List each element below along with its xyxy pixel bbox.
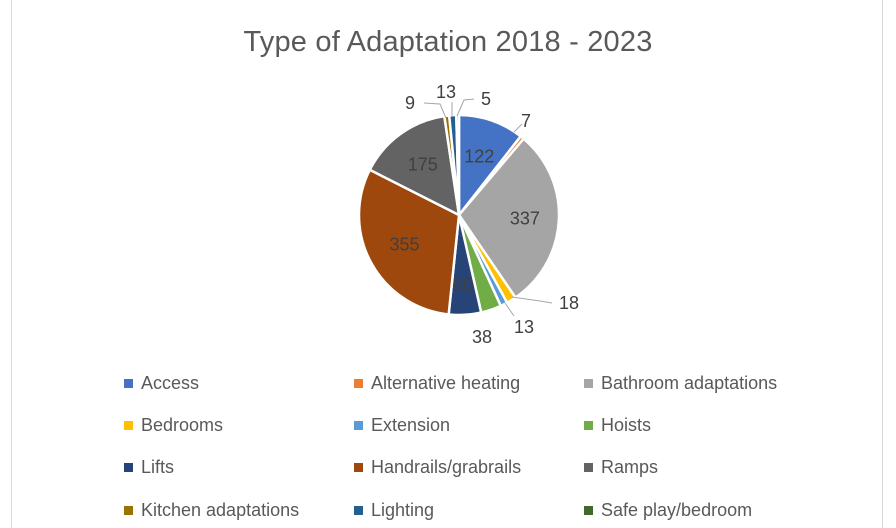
legend-item-ramps: Ramps (584, 455, 658, 479)
data-label-lighting: 13 (436, 82, 456, 102)
data-label-hoists: 38 (472, 327, 492, 347)
legend-swatch (354, 378, 363, 388)
data-label-access: 122 (464, 146, 494, 166)
leader-line-safe-play-bedroom (456, 98, 475, 117)
legend-swatch (354, 505, 363, 515)
chart-title: Type of Adaptation 2018 - 2023 (243, 26, 653, 58)
legend-item-handrails-grabrails: Handrails/grabrails (354, 455, 521, 479)
legend-item-bathroom-adaptations: Bathroom adaptations (584, 371, 777, 395)
legend-item-lifts: Lifts (124, 455, 174, 479)
pie-slice-bathroom-adaptations (457, 137, 561, 299)
legend-label: Lifts (141, 456, 175, 477)
legend-item-access: Access (124, 371, 199, 395)
legend-swatch (124, 505, 133, 515)
chart-frame (11, 0, 883, 528)
legend-label: Bedrooms (141, 414, 224, 435)
legend-item-extension: Extension (354, 413, 450, 437)
pie-slice-handrails-grabrails (357, 168, 461, 316)
data-label-handrails-grabrails: 355 (390, 235, 420, 255)
legend-item-safe-play-bedroom: Safe play/bedroom (584, 498, 752, 522)
legend-label: Kitchen adaptations (141, 499, 300, 520)
legend-swatch (584, 420, 593, 430)
data-label-bedrooms: 18 (559, 293, 579, 313)
legend-label: Lighting (371, 499, 435, 520)
legend-swatch (124, 462, 133, 472)
legend-swatch (584, 378, 593, 388)
legend-item-hoists: Hoists (584, 413, 651, 437)
data-label-bathroom-adaptations: 337 (510, 208, 540, 228)
legend-label: Bathroom adaptations (601, 372, 778, 393)
leader-line-bedrooms (511, 296, 553, 304)
legend-item-bedrooms: Bedrooms (124, 413, 223, 437)
legend-label: Safe play/bedroom (601, 499, 753, 520)
legend-label: Ramps (601, 456, 659, 477)
legend-swatch (124, 378, 133, 388)
legend-label: Alternative heating (371, 372, 521, 393)
leader-line-kitchen-adaptations (423, 102, 447, 119)
legend-label: Hoists (601, 414, 652, 435)
leader-line-extension (504, 302, 515, 317)
data-label-lifts: 60 (453, 275, 473, 295)
legend-item-lighting: Lighting (354, 498, 434, 522)
data-label-ramps: 175 (408, 155, 438, 175)
pie-slice-ramps (368, 114, 461, 217)
legend-label: Extension (371, 414, 451, 435)
legend-swatch (124, 420, 133, 430)
legend-item-kitchen-adaptations: Kitchen adaptations (124, 498, 299, 522)
legend-label: Handrails/grabrails (371, 456, 522, 477)
legend-swatch (354, 420, 363, 430)
legend-item-alternative-heating: Alternative heating (354, 371, 520, 395)
legend-swatch (584, 505, 593, 515)
legend-swatch (354, 462, 363, 472)
data-label-kitchen-adaptations: 9 (405, 93, 415, 113)
legend-label: Access (141, 372, 200, 393)
data-label-extension: 13 (514, 317, 534, 337)
data-label-alternative-heating: 7 (521, 111, 531, 131)
leader-line-alternative-heating (513, 123, 523, 133)
data-label-safe-play-bedroom: 5 (481, 89, 491, 109)
legend-swatch (584, 462, 593, 472)
